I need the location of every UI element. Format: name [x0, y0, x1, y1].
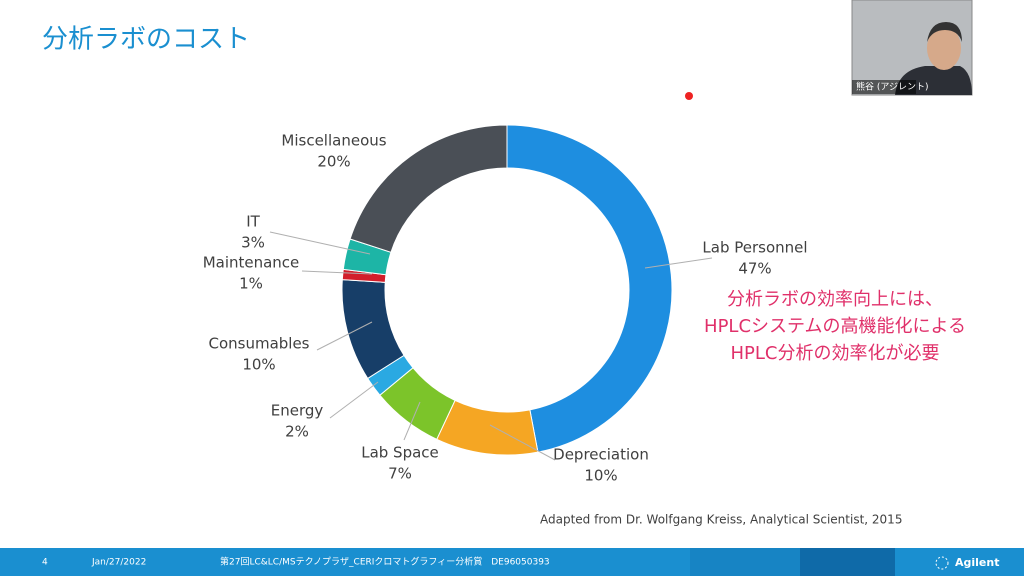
pointer — [685, 92, 693, 100]
speaker-hair — [927, 22, 962, 42]
value-label: 2% — [285, 423, 309, 441]
category-label: Consumables — [208, 335, 309, 353]
logo-text: Agilent — [955, 556, 999, 569]
category-label: Energy — [271, 402, 324, 420]
callout-line: 分析ラボの効率向上には、 — [727, 289, 943, 310]
slide-title: 分析ラボのコスト — [42, 25, 250, 55]
speaker-face — [927, 26, 961, 70]
leader-line — [301, 270, 373, 275]
video-tile: 熊谷 (アジレント) — [851, 0, 973, 96]
leader-line — [329, 381, 379, 419]
footer-date: Jan/27/2022 — [91, 558, 146, 568]
category-label: Maintenance — [203, 254, 300, 272]
value-label: 3% — [241, 234, 265, 252]
value-label: 10% — [242, 356, 275, 374]
footer-event: 第27回LC&LC/MSテクノプラザ_CERIクロマトグラフィー分析賞 DE96… — [220, 556, 550, 568]
speaker-name: 熊谷 (アジレント) — [856, 81, 929, 93]
leader-line — [316, 321, 373, 351]
name-tag — [852, 80, 916, 94]
category-label: IT — [246, 213, 260, 231]
donut-chart: Lab Personnel 47% Depreciation 10% Lab Space… — [203, 124, 808, 485]
donut-segment — [506, 124, 673, 453]
logo-mark — [935, 556, 949, 570]
footer-band — [690, 548, 800, 576]
leader-line — [269, 231, 371, 255]
callout: 分析ラボの効率向上には、 HPLCシステムの高機能化による HPLC分析の効率化… — [704, 289, 966, 364]
category-label: Lab Personnel — [702, 239, 807, 257]
category-label: Depreciation — [553, 446, 649, 464]
footer-band — [895, 548, 1024, 576]
donut-segment — [349, 124, 508, 253]
footer-band — [800, 548, 895, 576]
footer: 4 Jan/27/2022 第27回LC&LC/MSテクノプラザ_CERIクロマ… — [0, 548, 1024, 576]
value-label: 20% — [317, 153, 350, 171]
category-label: Lab Space — [361, 444, 439, 462]
leader-line — [403, 401, 421, 441]
value-label: 10% — [584, 467, 617, 485]
leader-line — [644, 257, 713, 269]
page-number: 4 — [42, 558, 48, 568]
leader-line — [489, 424, 556, 461]
value-label: 47% — [738, 260, 771, 278]
category-label: Miscellaneous — [281, 132, 386, 150]
callout-line: HPLC分析の効率化が必要 — [731, 343, 940, 364]
value-label: 1% — [239, 275, 263, 293]
value-label: 7% — [388, 465, 412, 483]
source-note: Adapted from Dr. Wolfgang Kreiss, Analyt… — [540, 513, 902, 527]
callout-line: HPLCシステムの高機能化による — [704, 316, 966, 337]
